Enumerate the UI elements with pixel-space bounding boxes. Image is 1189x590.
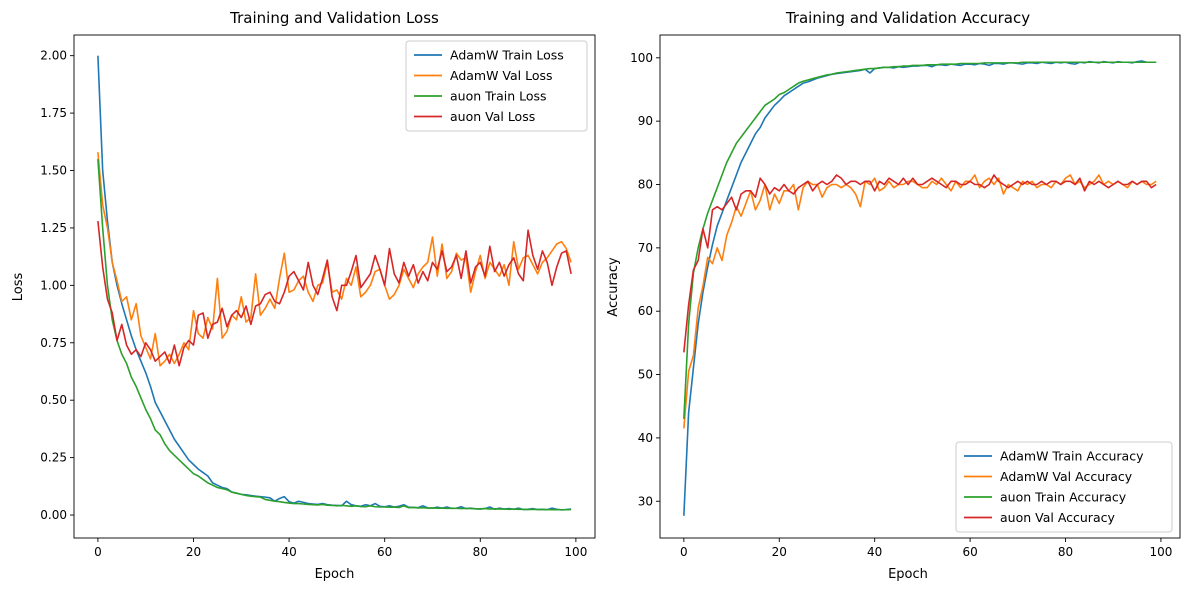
loss-y-tick-label: 1.75 — [40, 106, 67, 120]
loss-x-tick-label: 80 — [473, 545, 488, 559]
loss-y-tick-label: 0.00 — [40, 508, 67, 522]
accuracy-legend-label-1: AdamW Val Accuracy — [1000, 469, 1133, 484]
accuracy-y-tick-label: 30 — [638, 494, 653, 508]
accuracy-x-tick-label: 20 — [772, 545, 787, 559]
loss-chart-title: Training and Validation Loss — [229, 9, 439, 27]
loss-y-tick-label: 0.75 — [40, 336, 67, 350]
accuracy-y-tick-label: 50 — [638, 368, 653, 382]
loss-x-axis-label: Epoch — [315, 567, 355, 582]
accuracy-y-tick-label: 70 — [638, 241, 653, 255]
loss-y-tick-label: 2.00 — [40, 49, 67, 63]
accuracy-y-tick-label: 80 — [638, 178, 653, 192]
loss-legend-label-2: auon Train Loss — [450, 89, 547, 104]
accuracy-series-line-2 — [683, 61, 1157, 419]
loss-y-tick-label: 0.50 — [40, 393, 67, 407]
accuracy-series-line-3 — [683, 174, 1157, 353]
loss-legend: AdamW Train Loss AdamW Val Loss auon Train… — [405, 40, 588, 132]
loss-y-axis-label: Loss — [11, 273, 26, 302]
accuracy-x-axis-label: Epoch — [888, 567, 928, 582]
accuracy-chart-title: Training and Validation Accuracy — [785, 9, 1030, 27]
loss-x-tick-label: 40 — [281, 545, 296, 559]
loss-x-tick-label: 60 — [377, 545, 392, 559]
loss-y-tick-label: 1.00 — [40, 278, 67, 292]
loss-series-line-2 — [97, 158, 572, 511]
accuracy-legend-label-3: auon Val Accuracy — [1000, 510, 1115, 525]
accuracy-y-tick-label: 100 — [630, 51, 653, 65]
loss-chart: Training and Validation Loss 0 20 40 60 80 10… — [11, 9, 596, 582]
loss-legend-label-1: AdamW Val Loss — [450, 68, 553, 83]
loss-legend-label-0: AdamW Train Loss — [450, 48, 564, 63]
accuracy-series-line-1 — [683, 174, 1157, 429]
accuracy-x-tick-label: 60 — [962, 545, 977, 559]
accuracy-legend-label-2: auon Train Accuracy — [1000, 490, 1127, 505]
loss-axes-frame — [73, 34, 596, 539]
loss-x-tick-label: 20 — [186, 545, 201, 559]
accuracy-x-tick-label: 100 — [1149, 545, 1172, 559]
loss-legend-box — [405, 40, 588, 132]
loss-legend-label-3: auon Val Loss — [450, 109, 535, 124]
loss-x-tick-label: 0 — [94, 545, 102, 559]
accuracy-y-axis-label: Accuracy — [606, 257, 621, 317]
accuracy-x-tick-label: 80 — [1058, 545, 1073, 559]
loss-y-tick-label: 1.50 — [40, 164, 67, 178]
accuracy-y-tick-label: 90 — [638, 114, 653, 128]
loss-x-tick-label: 100 — [564, 545, 587, 559]
accuracy-axes-frame — [659, 34, 1181, 539]
accuracy-legend-box — [955, 441, 1173, 533]
loss-series-line-3 — [97, 220, 572, 367]
loss-y-tick-label: 0.25 — [40, 451, 67, 465]
accuracy-y-tick-label: 40 — [638, 431, 653, 445]
accuracy-y-tick-label: 60 — [638, 304, 653, 318]
loss-y-tick-label: 1.25 — [40, 221, 67, 235]
accuracy-plot-area: 0 20 40 60 80 100 30 40 50 60 70 80 90 100 AdamW Train… — [630, 34, 1181, 559]
accuracy-legend-label-0: AdamW Train Accuracy — [1000, 449, 1144, 464]
accuracy-x-tick-label: 0 — [680, 545, 688, 559]
accuracy-x-tick-label: 40 — [867, 545, 882, 559]
accuracy-chart: Training and Validation Accuracy 0 20 40 60… — [606, 9, 1181, 582]
accuracy-legend: AdamW Train Accuracy AdamW Val Accuracy au… — [955, 441, 1173, 533]
loss-plot-area: 0 20 40 60 80 100 0.00 0.25 0.50 0.75 1.00 1.25 1.50… — [40, 34, 596, 559]
